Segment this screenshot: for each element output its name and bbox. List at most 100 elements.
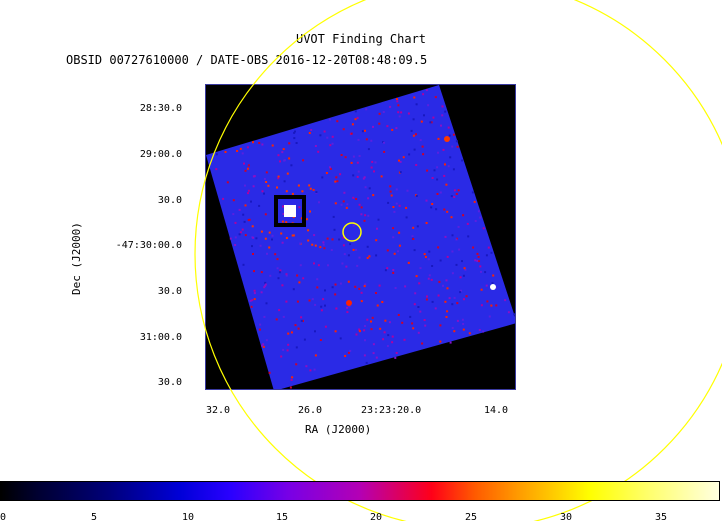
noise-pixel <box>439 340 442 343</box>
noise-pixel <box>388 321 391 324</box>
noise-pixel <box>357 170 360 173</box>
noise-pixel <box>363 219 366 222</box>
noise-pixel <box>442 284 444 287</box>
noise-pixel <box>367 214 370 217</box>
noise-pixel <box>292 288 295 291</box>
noise-pixel <box>382 111 385 113</box>
noise-pixel <box>281 151 284 154</box>
noise-pixel <box>329 144 332 147</box>
noise-pixel <box>313 262 315 265</box>
noise-pixel <box>234 244 237 246</box>
noise-pixel <box>383 141 385 144</box>
noise-pixel <box>309 369 312 372</box>
noise-pixel <box>397 314 400 316</box>
noise-pixel <box>305 218 308 221</box>
colorbar-tick-label: 30 <box>560 512 573 523</box>
noise-pixel <box>437 294 440 297</box>
noise-pixel <box>426 169 429 172</box>
noise-pixel <box>264 213 267 216</box>
noise-pixel <box>459 291 462 294</box>
noise-pixel <box>305 365 308 368</box>
noise-pixel <box>431 300 434 303</box>
noise-pixel <box>355 248 358 251</box>
noise-pixel <box>410 129 413 132</box>
noise-pixel <box>317 264 320 267</box>
noise-pixel <box>253 175 256 178</box>
noise-pixel <box>462 323 465 325</box>
noise-pixel <box>472 246 475 249</box>
noise-pixel <box>268 371 271 374</box>
noise-pixel <box>395 352 398 354</box>
noise-pixel <box>487 246 490 249</box>
noise-pixel <box>451 272 454 275</box>
noise-pixel <box>280 355 283 358</box>
noise-pixel <box>437 246 440 249</box>
noise-pixel <box>264 281 267 284</box>
noise-pixel <box>422 153 425 156</box>
noise-pixel <box>298 206 301 209</box>
noise-pixel <box>451 250 454 253</box>
noise-pixel <box>345 265 348 268</box>
noise-pixel <box>241 152 244 155</box>
noise-pixel <box>407 261 410 264</box>
noise-pixel <box>490 304 493 307</box>
noise-pixel <box>492 274 495 277</box>
noise-pixel <box>455 140 458 143</box>
chart-title: UVOT Finding Chart <box>295 32 427 46</box>
noise-pixel <box>264 283 267 286</box>
noise-pixel <box>276 258 279 261</box>
noise-pixel <box>371 316 374 319</box>
noise-pixel <box>392 206 395 208</box>
noise-pixel <box>339 337 342 340</box>
noise-pixel <box>288 157 291 160</box>
noise-pixel <box>347 254 350 257</box>
noise-pixel <box>451 145 454 148</box>
noise-pixel <box>286 349 289 352</box>
noise-pixel <box>358 287 361 290</box>
noise-pixel <box>263 315 266 318</box>
noise-pixel <box>263 286 266 289</box>
noise-pixel <box>358 256 361 259</box>
noise-pixel <box>277 175 280 178</box>
noise-pixel <box>243 220 246 223</box>
noise-pixel <box>415 133 417 136</box>
noise-pixel <box>356 175 359 178</box>
noise-pixel <box>378 284 381 287</box>
noise-pixel <box>466 222 469 225</box>
noise-pixel <box>419 139 422 142</box>
noise-pixel <box>316 278 319 281</box>
noise-pixel <box>363 176 366 179</box>
noise-pixel <box>425 199 428 202</box>
sky-image <box>206 85 515 389</box>
noise-pixel <box>238 233 241 236</box>
noise-pixel <box>375 292 377 294</box>
noise-pixel <box>435 208 438 211</box>
noise-pixel <box>331 238 334 241</box>
noise-pixel <box>322 241 325 244</box>
noise-pixel <box>293 131 296 134</box>
noise-pixel <box>425 298 428 301</box>
noise-pixel <box>285 237 288 239</box>
noise-pixel <box>446 255 449 258</box>
y-axis-label: Dec (J2000) <box>70 222 83 295</box>
noise-pixel <box>368 187 371 190</box>
noise-pixel <box>315 192 318 195</box>
noise-pixel <box>405 206 408 209</box>
noise-pixel <box>450 195 453 198</box>
noise-pixel <box>275 318 278 321</box>
noise-pixel <box>336 120 339 123</box>
noise-pixel <box>422 93 425 96</box>
noise-pixel <box>277 277 280 280</box>
noise-pixel <box>269 274 272 277</box>
noise-pixel <box>455 193 458 195</box>
noise-pixel <box>389 190 392 193</box>
noise-pixel <box>331 135 334 138</box>
noise-pixel <box>462 328 465 331</box>
noise-pixel <box>413 303 416 306</box>
bright-star-core <box>284 205 296 217</box>
noise-pixel <box>335 176 338 179</box>
noise-pixel <box>339 173 342 176</box>
noise-pixel <box>412 134 415 137</box>
noise-pixel <box>430 206 433 209</box>
y-tick-label: 31:00.0 <box>139 332 182 343</box>
